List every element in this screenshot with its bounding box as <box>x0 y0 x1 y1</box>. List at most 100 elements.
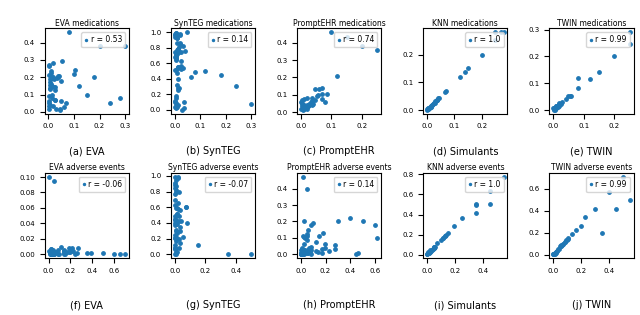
Point <box>170 202 180 207</box>
Point <box>300 236 310 241</box>
Point <box>49 252 60 257</box>
Point <box>47 93 58 98</box>
Point <box>44 248 54 253</box>
Point <box>49 98 60 103</box>
Point <box>429 245 440 250</box>
Point <box>310 97 320 102</box>
Point <box>308 101 318 106</box>
Point <box>429 245 439 250</box>
Point <box>105 101 115 106</box>
Text: (j) TWIN: (j) TWIN <box>572 300 611 310</box>
Point <box>298 251 308 256</box>
Point <box>548 252 559 257</box>
Title: KNN adverse events: KNN adverse events <box>426 163 504 172</box>
Point <box>549 252 559 257</box>
Point <box>45 85 55 90</box>
Point <box>170 246 180 251</box>
Point <box>296 251 307 256</box>
Point <box>90 75 100 80</box>
Point <box>561 238 571 243</box>
Point <box>317 250 327 255</box>
Point <box>172 212 182 217</box>
Point <box>296 249 307 254</box>
Point <box>175 224 185 229</box>
Point <box>576 224 586 229</box>
Point <box>307 101 317 106</box>
Point <box>52 73 63 78</box>
Point <box>548 251 559 256</box>
Point <box>170 32 180 37</box>
Point <box>170 247 180 252</box>
Point <box>173 200 184 205</box>
Point <box>345 216 355 221</box>
Point <box>186 75 196 80</box>
Point <box>170 31 180 36</box>
Point <box>298 218 308 223</box>
Point <box>246 252 257 257</box>
Point <box>60 252 70 257</box>
Point <box>170 175 180 180</box>
Point <box>45 252 55 257</box>
Point <box>301 238 312 243</box>
Point <box>318 230 328 235</box>
Point <box>560 239 570 244</box>
Point <box>173 65 183 70</box>
Point <box>171 238 181 243</box>
Point <box>60 249 70 254</box>
Point <box>179 105 189 110</box>
Point <box>170 189 180 194</box>
Point <box>324 248 334 253</box>
Point <box>172 95 182 100</box>
Point <box>550 249 561 254</box>
Point <box>551 105 561 110</box>
Point <box>422 107 432 112</box>
Point <box>321 91 332 96</box>
Legend: r = 0.99: r = 0.99 <box>586 177 630 192</box>
Point <box>170 198 180 203</box>
Point <box>44 103 54 108</box>
Point <box>171 218 181 223</box>
Point <box>296 252 307 257</box>
Point <box>296 251 307 256</box>
Point <box>173 206 184 211</box>
Point <box>303 250 314 255</box>
Point <box>178 43 188 48</box>
Point <box>55 107 65 112</box>
Point <box>566 93 576 98</box>
Point <box>172 213 182 218</box>
Point <box>330 247 340 252</box>
Point <box>309 86 319 91</box>
Point <box>426 103 436 108</box>
Point <box>424 106 434 111</box>
Point <box>332 74 342 79</box>
Point <box>618 175 628 180</box>
Point <box>65 249 76 254</box>
Point <box>44 102 54 107</box>
Point <box>428 101 438 106</box>
Point <box>307 99 317 104</box>
Point <box>440 233 451 238</box>
Point <box>428 246 438 251</box>
Point <box>48 76 58 81</box>
Point <box>424 106 434 111</box>
Point <box>611 206 621 211</box>
Point <box>303 104 313 109</box>
Point <box>173 46 183 51</box>
Point <box>317 247 327 252</box>
Point <box>298 175 308 180</box>
Point <box>330 242 340 247</box>
Point <box>423 106 433 112</box>
Point <box>59 248 69 253</box>
Point <box>223 252 234 257</box>
Point <box>45 246 56 251</box>
Point <box>172 231 182 236</box>
Title: EVA adverse events: EVA adverse events <box>49 163 125 172</box>
Point <box>551 104 561 109</box>
Point <box>303 247 313 252</box>
Point <box>172 36 182 41</box>
Point <box>307 222 317 227</box>
Point <box>305 245 315 250</box>
Text: (h) PromptEHR: (h) PromptEHR <box>303 300 376 310</box>
Point <box>49 249 60 255</box>
Point <box>342 35 352 40</box>
